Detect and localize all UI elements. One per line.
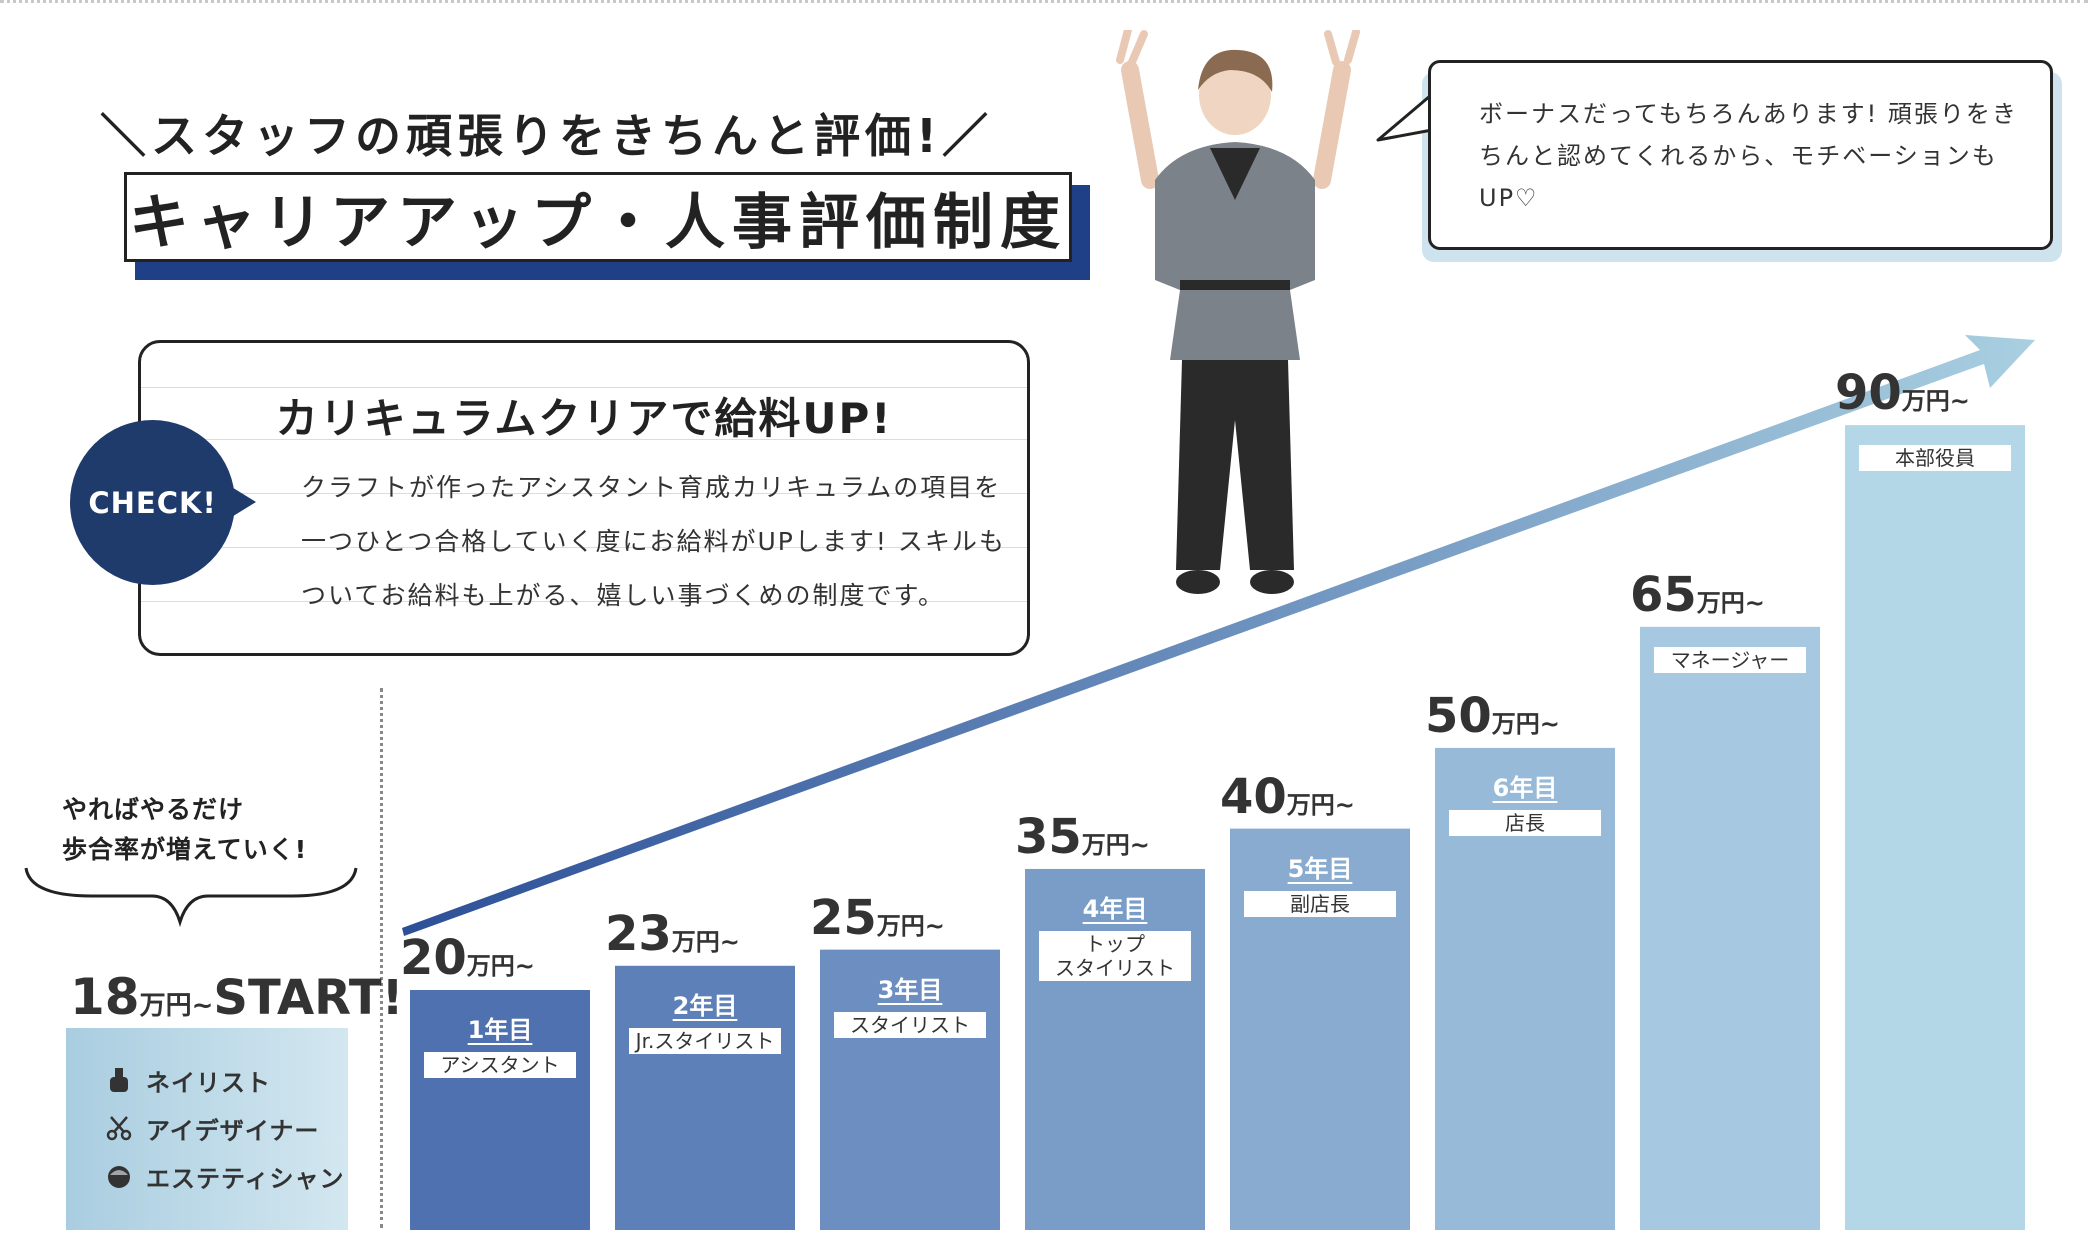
bar-role-label-line: トップ	[1085, 931, 1145, 956]
page-title: キャリアアップ・人事評価制度	[129, 187, 1067, 258]
bar-value-number: 65	[1630, 566, 1697, 623]
bar-value-unit: 万円~	[1696, 588, 1765, 617]
bar-value-label: 40万円~	[1220, 769, 1440, 825]
bar-role-label-line: 副店長	[1290, 891, 1350, 916]
growth-arrow-shape	[402, 335, 2035, 936]
bar-value-number: 50	[1425, 687, 1492, 744]
bar-role-label: 店長	[1449, 809, 1601, 836]
bar-role-label-line: 本部役員	[1895, 446, 1975, 471]
bar-value-label: 65万円~	[1630, 567, 1850, 623]
tagline: ＼スタッフの頑張りをきちんと評価!／	[100, 100, 988, 166]
bar-year-label: 1年目	[467, 1016, 533, 1044]
bar-role-label-line: スタイリスト	[1055, 955, 1175, 980]
bar-value-label: 35万円~	[1015, 809, 1235, 865]
bar-year-label: 2年目	[672, 991, 738, 1020]
start-note: やればやるだけ 歩合率が増えていく!	[62, 790, 332, 870]
bar	[615, 965, 795, 1230]
bar	[410, 990, 590, 1230]
bar	[1230, 828, 1410, 1230]
ruled-line	[141, 493, 1027, 494]
role-item: エステティシャン	[106, 1156, 345, 1196]
check-badge-pointer	[230, 486, 256, 518]
bar-value-unit: 万円~	[671, 927, 740, 956]
face-icon	[108, 1166, 130, 1188]
start-salary-number: 18	[70, 968, 140, 1026]
curly-brace	[24, 867, 358, 928]
bar-value-unit: 万円~	[1286, 790, 1355, 819]
tagline-slash-right: ／	[941, 109, 993, 163]
bar-role-label: トップ スタイリスト	[1039, 930, 1191, 981]
bar-value-number: 23	[605, 905, 672, 962]
role-label: アイデザイナー	[146, 1116, 320, 1145]
check-badge: CHECK!	[70, 420, 235, 585]
bar-value-unit: 万円~	[1901, 387, 1970, 416]
check-badge-label: CHECK!	[88, 485, 217, 520]
bar-role-label-line: 店長	[1505, 810, 1545, 835]
start-label: START!	[213, 970, 404, 1026]
bar-value-number: 35	[1015, 808, 1082, 865]
curriculum-heading: カリキュラムクリアで給料UP!	[275, 394, 893, 443]
bar-value-unit: 万円~	[876, 911, 945, 940]
role-label: エステティシャン	[146, 1164, 345, 1193]
staff-photo	[1116, 30, 1360, 594]
bar-year-label: 3年目	[877, 975, 943, 1004]
top-dotted-border	[0, 0, 2088, 3]
bar-role-label-line: マネージャー	[1670, 647, 1790, 672]
bar	[1845, 425, 2025, 1231]
bar	[1640, 626, 1820, 1230]
bar-value-label: 23万円~	[605, 906, 825, 962]
role-item: アイデザイナー	[106, 1108, 319, 1148]
ruled-line	[141, 439, 1027, 440]
nail-polish-icon	[110, 1068, 128, 1092]
bar-year-label: 5年目	[1287, 854, 1353, 883]
bar-value-unit: 万円~	[1081, 830, 1150, 859]
start-note-line2: 歩合率が増えていく!	[62, 835, 308, 864]
ruled-line	[141, 547, 1027, 548]
bar-value-label: 50万円~	[1425, 688, 1645, 744]
bar-value-number: 90	[1835, 365, 1902, 422]
start-roles-box: ネイリスト アイデザイナー エステティシャン	[66, 1028, 348, 1230]
bar-role-label-line: アシスタント	[440, 1053, 560, 1077]
bar	[820, 949, 1000, 1230]
scissors-icon	[106, 1116, 132, 1141]
start-salary-unit: 万円~	[139, 991, 214, 1021]
bar-value-number: 40	[1220, 768, 1287, 825]
speech-bubble-text: ボーナスだってもちろんあります! 頑張りをきちんと認めてくれるから、モチベーショ…	[1479, 100, 2018, 212]
role-label: ネイリスト	[146, 1068, 271, 1097]
bar-role-label: マネージャー	[1654, 646, 1806, 673]
bar-role-label-line: Jr.スタイリスト	[635, 1028, 775, 1053]
speech-bubble: ボーナスだってもちろんあります! 頑張りをきちんと認めてくれるから、モチベーショ…	[1428, 60, 2053, 250]
bar-value-unit: 万円~	[1491, 709, 1560, 738]
growth-arrow	[402, 335, 2035, 936]
bar-role-label: 副店長	[1244, 890, 1396, 917]
bar	[1025, 868, 1205, 1230]
tagline-slash-left: ＼	[100, 109, 151, 163]
start-note-line1: やればやるだけ	[62, 795, 245, 824]
bar-value-label: 90万円~	[1835, 365, 2055, 421]
curriculum-body: クラフトが作ったアシスタント育成カリキュラムの項目を一つひとつ合格していく度にお…	[301, 473, 1006, 610]
bar-value-label: 20万円~	[400, 930, 620, 986]
bar-role-label: Jr.スタイリスト	[629, 1027, 781, 1054]
bar-role-label: 本部役員	[1859, 445, 2011, 472]
ruled-line	[141, 601, 1027, 602]
bar-year-label: 6年目	[1492, 773, 1558, 802]
role-item: ネイリスト	[106, 1060, 271, 1100]
bar-value-unit: 万円~	[466, 952, 535, 980]
tagline-text: スタッフの頑張りをきちんと評価!	[151, 109, 942, 163]
ruled-line	[141, 387, 1027, 388]
bar-year-label: 4年目	[1082, 894, 1148, 923]
bar-role-label: スタイリスト	[834, 1011, 986, 1038]
dotted-divider	[380, 688, 383, 1228]
bar-value-number: 25	[810, 889, 877, 946]
start-salary: 18万円~START!	[70, 968, 404, 1026]
bar-role-label: アシスタント	[424, 1052, 576, 1078]
curriculum-box: カリキュラムクリアで給料UP! クラフトが作ったアシスタント育成カリキュラムの項…	[138, 340, 1030, 656]
bar-role-label-line: スタイリスト	[850, 1012, 970, 1037]
title-box: キャリアアップ・人事評価制度	[124, 172, 1072, 262]
bar-value-number: 20	[400, 930, 467, 986]
bar-value-label: 25万円~	[810, 890, 1030, 946]
